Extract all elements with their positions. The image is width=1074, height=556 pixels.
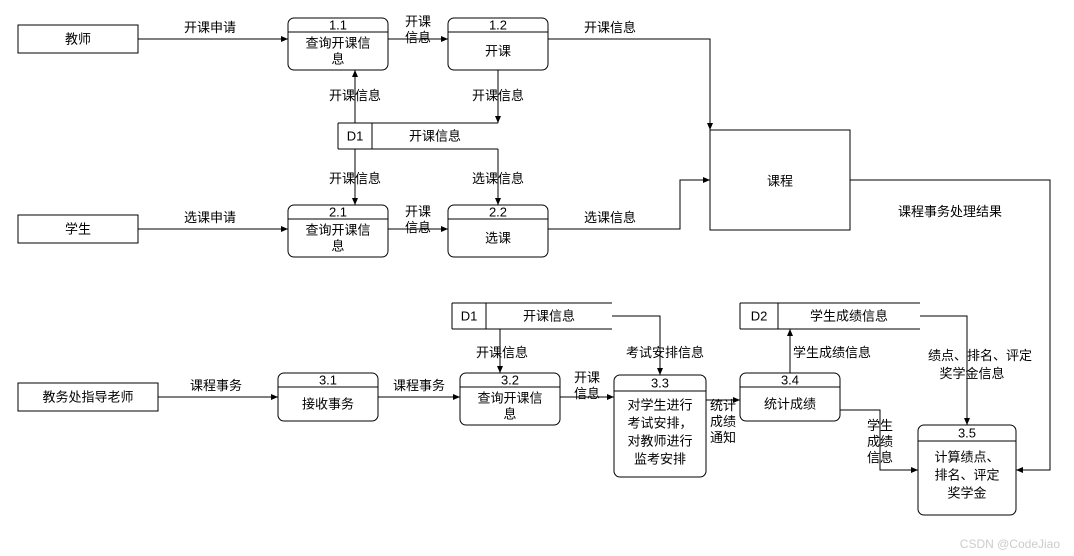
edge-12-course (548, 39, 710, 130)
edge-34-35-label-3: 信息 (867, 450, 893, 465)
entity-teacher: 教师 (18, 25, 138, 53)
edge-student-21-label: 选课申请 (184, 210, 236, 225)
edge-course-result-label: 课程事务处理结果 (898, 204, 1002, 219)
edge-12-course-label: 开课信息 (584, 20, 636, 35)
edge-34-d2-label: 学生成绩信息 (793, 345, 871, 360)
edge-22-course-label: 选课信息 (584, 210, 636, 225)
process-3-4-num: 3.4 (781, 372, 799, 387)
process-3-3-num: 3.3 (651, 375, 669, 390)
process-1-1-label-1: 查询开课信 (305, 35, 370, 50)
process-3-5-label-3: 奖学金 (947, 485, 986, 500)
process-1-1-label-2: 息 (331, 51, 344, 66)
process-1-2-label: 开课 (485, 43, 511, 58)
process-2-1: 2.1 查询开课信 息 (288, 204, 388, 257)
process-3-2-num: 3.2 (501, 372, 519, 387)
edge-34-35-label-2: 成绩 (867, 434, 893, 449)
process-2-2-num: 2.2 (489, 204, 507, 219)
process-3-4-label: 统计成绩 (764, 396, 816, 411)
entity-admin-label: 教务处指导老师 (42, 389, 133, 404)
edge-d2-35-label-1: 绩点、排名、评定 (928, 348, 1032, 363)
edge-admin-31-label: 课程事务 (190, 378, 242, 393)
edge-d1b-33-label: 考试安排信息 (626, 345, 704, 360)
process-3-3-label-3: 对教师进行 (627, 433, 692, 448)
dfd-diagram: 教师 学生 教务处指导老师 课程 1.1 查询开课信 息 1.2 开课 2.1 … (0, 0, 1074, 556)
edge-33-34-label-2: 成绩 (710, 414, 736, 429)
process-1-1: 1.1 查询开课信 息 (288, 17, 388, 70)
process-3-3-label-1: 对学生进行 (627, 397, 692, 412)
entity-course: 课程 (710, 130, 850, 230)
process-3-3: 3.3 对学生进行 考试安排， 对教师进行 监考安排 (614, 375, 706, 477)
datastore-d1a-id: D1 (347, 128, 364, 143)
entity-student: 学生 (18, 215, 138, 243)
edge-34-35-label-1: 学生 (867, 418, 893, 433)
process-3-1-num: 3.1 (319, 372, 337, 387)
entity-teacher-label: 教师 (65, 31, 91, 46)
edge-33-34-label-1: 统计 (710, 398, 736, 413)
edge-11-12-label-1: 开课 (405, 14, 431, 29)
process-3-4: 3.4 统计成绩 (740, 372, 840, 421)
edge-d1-21-label: 开课信息 (329, 171, 381, 186)
datastore-d1b-id: D1 (461, 308, 478, 323)
process-3-5-num: 3.5 (958, 425, 976, 440)
process-3-3-label-4: 监考安排 (634, 451, 686, 466)
datastore-d1-bottom: D1 开课信息 (452, 303, 612, 329)
datastore-d2: D2 学生成绩信息 (740, 303, 920, 329)
process-3-2-label-1: 查询开课信 (477, 390, 542, 405)
process-3-1-label: 接收事务 (302, 396, 354, 411)
process-1-1-num: 1.1 (329, 17, 347, 32)
edge-teacher-11-label: 开课申请 (184, 20, 236, 35)
process-3-5-label-1: 计算绩点、 (934, 449, 999, 464)
edge-d1-22-label: 选课信息 (472, 171, 524, 186)
process-3-5: 3.5 计算绩点、 排名、评定 奖学金 (918, 425, 1016, 515)
watermark-text: CSDN @CodeJiao (960, 537, 1061, 551)
edge-21-22-label-1: 开课 (405, 204, 431, 219)
entity-student-label: 学生 (65, 221, 91, 236)
process-1-2-num: 1.2 (489, 17, 507, 32)
entity-course-label: 课程 (767, 173, 793, 188)
process-3-1: 3.1 接收事务 (278, 372, 378, 421)
edge-11-12-label-2: 信息 (405, 30, 431, 45)
process-2-2: 2.2 选课 (448, 204, 548, 257)
process-3-2-label-2: 息 (503, 406, 516, 421)
process-2-1-label-1: 查询开课信 (305, 222, 370, 237)
edge-d1b-32-label: 开课信息 (476, 345, 528, 360)
entity-admin: 教务处指导老师 (18, 383, 158, 411)
datastore-d1-top: D1 开课信息 (338, 123, 498, 149)
process-1-2: 1.2 开课 (448, 17, 548, 70)
edge-31-32-label: 课程事务 (393, 378, 445, 393)
process-3-5-label-2: 排名、评定 (934, 467, 999, 482)
process-2-1-num: 2.1 (329, 204, 347, 219)
edge-32-33-label-1: 开课 (574, 370, 600, 385)
edge-32-33-label-2: 信息 (574, 386, 600, 401)
edge-d1-11-label: 开课信息 (329, 88, 381, 103)
datastore-d2-id: D2 (751, 308, 768, 323)
process-2-1-label-2: 息 (331, 238, 344, 253)
datastore-d1a-label: 开课信息 (409, 128, 461, 143)
edge-21-22-label-2: 信息 (405, 220, 431, 235)
datastore-d1b-label: 开课信息 (523, 308, 575, 323)
edge-d2-35-label-2: 奖学金信息 (939, 366, 1004, 381)
edge-12-d1-label: 开课信息 (472, 88, 524, 103)
process-3-3-label-2: 考试安排， (627, 415, 692, 430)
edge-33-34-label-3: 通知 (710, 430, 736, 445)
process-3-2: 3.2 查询开课信 息 (460, 372, 560, 425)
datastore-d2-label: 学生成绩信息 (810, 308, 888, 323)
process-2-2-label: 选课 (485, 230, 511, 245)
